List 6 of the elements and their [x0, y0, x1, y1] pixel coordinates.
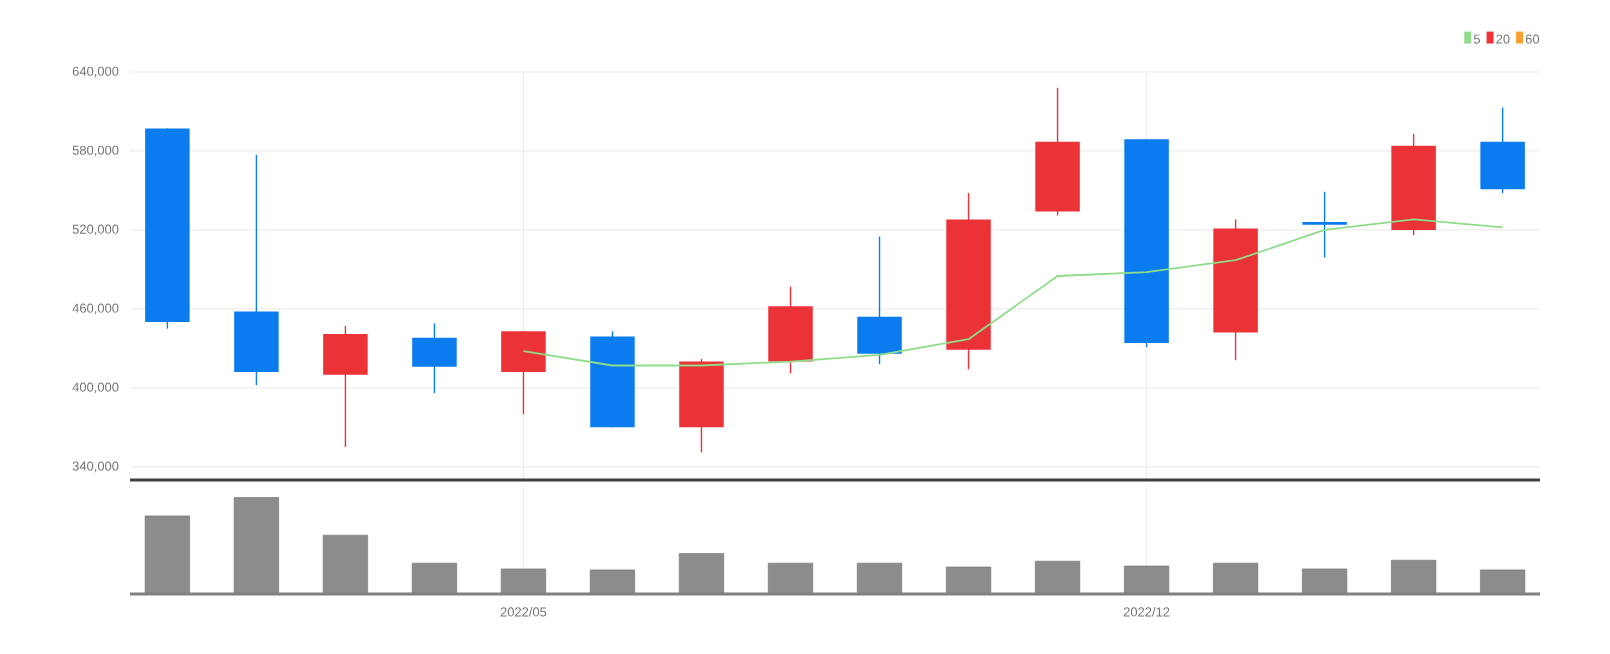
candlestick	[857, 235, 902, 365]
candlestick	[1480, 106, 1525, 194]
candlestick	[323, 325, 368, 448]
candlestick	[501, 330, 546, 415]
candlestick	[412, 322, 457, 394]
candlestick	[1302, 191, 1347, 259]
